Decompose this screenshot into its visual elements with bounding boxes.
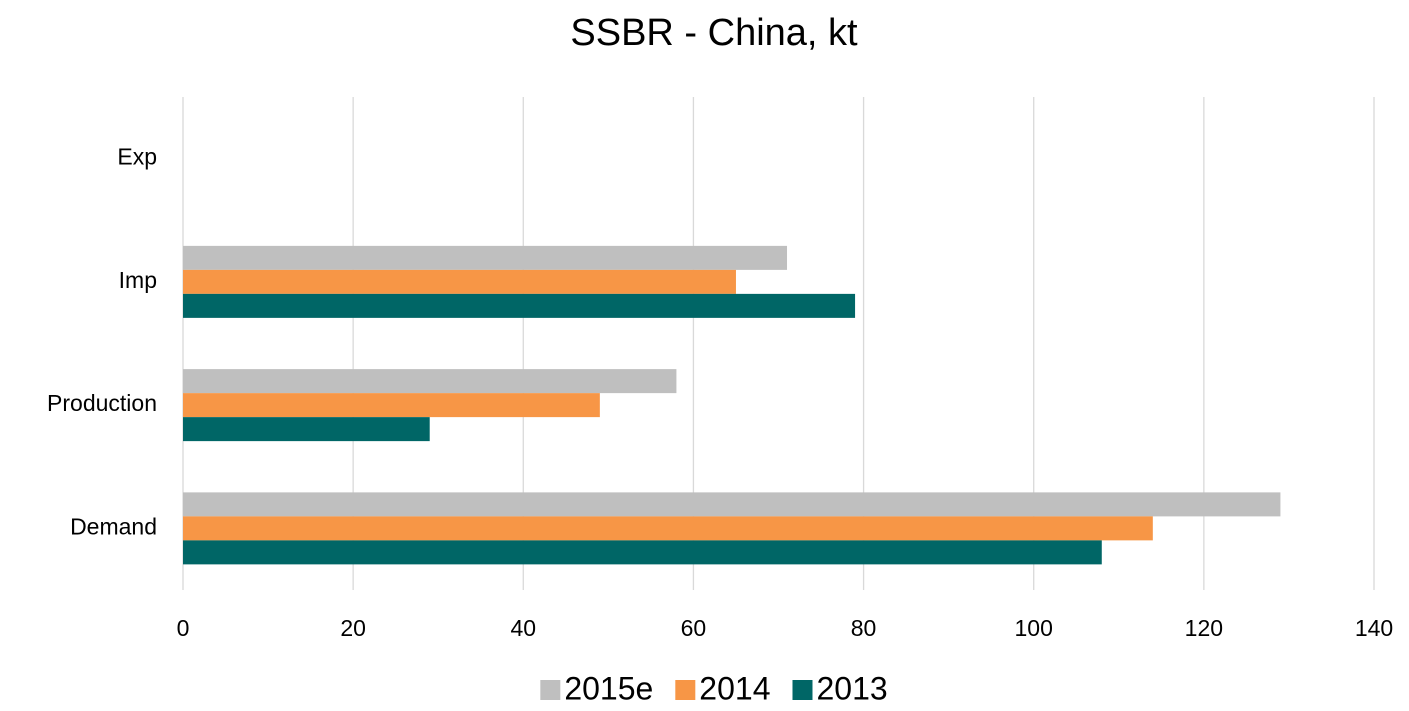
bar	[183, 369, 677, 394]
x-tick-label: 0	[177, 615, 190, 641]
legend-label: 2014	[699, 670, 770, 706]
x-tick-label: 80	[851, 615, 877, 641]
legend-label: 2015e	[564, 670, 653, 706]
legend-swatch	[675, 680, 696, 700]
x-tick-label: 60	[681, 615, 707, 641]
bar	[183, 540, 1102, 565]
legend-label: 2013	[816, 670, 887, 706]
y-tick-label: Exp	[117, 144, 157, 170]
legend-swatch	[792, 680, 813, 700]
bar	[183, 245, 788, 270]
y-tick-label: Production	[47, 390, 157, 416]
chart-title: SSBR - China, kt	[570, 12, 858, 54]
y-tick-label: Imp	[119, 267, 157, 293]
x-tick-label: 20	[340, 615, 366, 641]
bar	[183, 492, 1281, 517]
legend: 2015e 2014 2013	[540, 670, 888, 706]
bar	[183, 269, 736, 294]
legend-swatch	[540, 680, 561, 700]
x-tick-label: 40	[510, 615, 536, 641]
bar	[183, 516, 1153, 541]
bar	[183, 417, 430, 442]
x-tick-label: 100	[1015, 615, 1053, 641]
x-tick-label: 140	[1355, 615, 1393, 641]
bar	[183, 293, 856, 318]
y-tick-label: Demand	[70, 513, 157, 539]
bar	[183, 393, 600, 418]
x-tick-label: 120	[1185, 615, 1223, 641]
